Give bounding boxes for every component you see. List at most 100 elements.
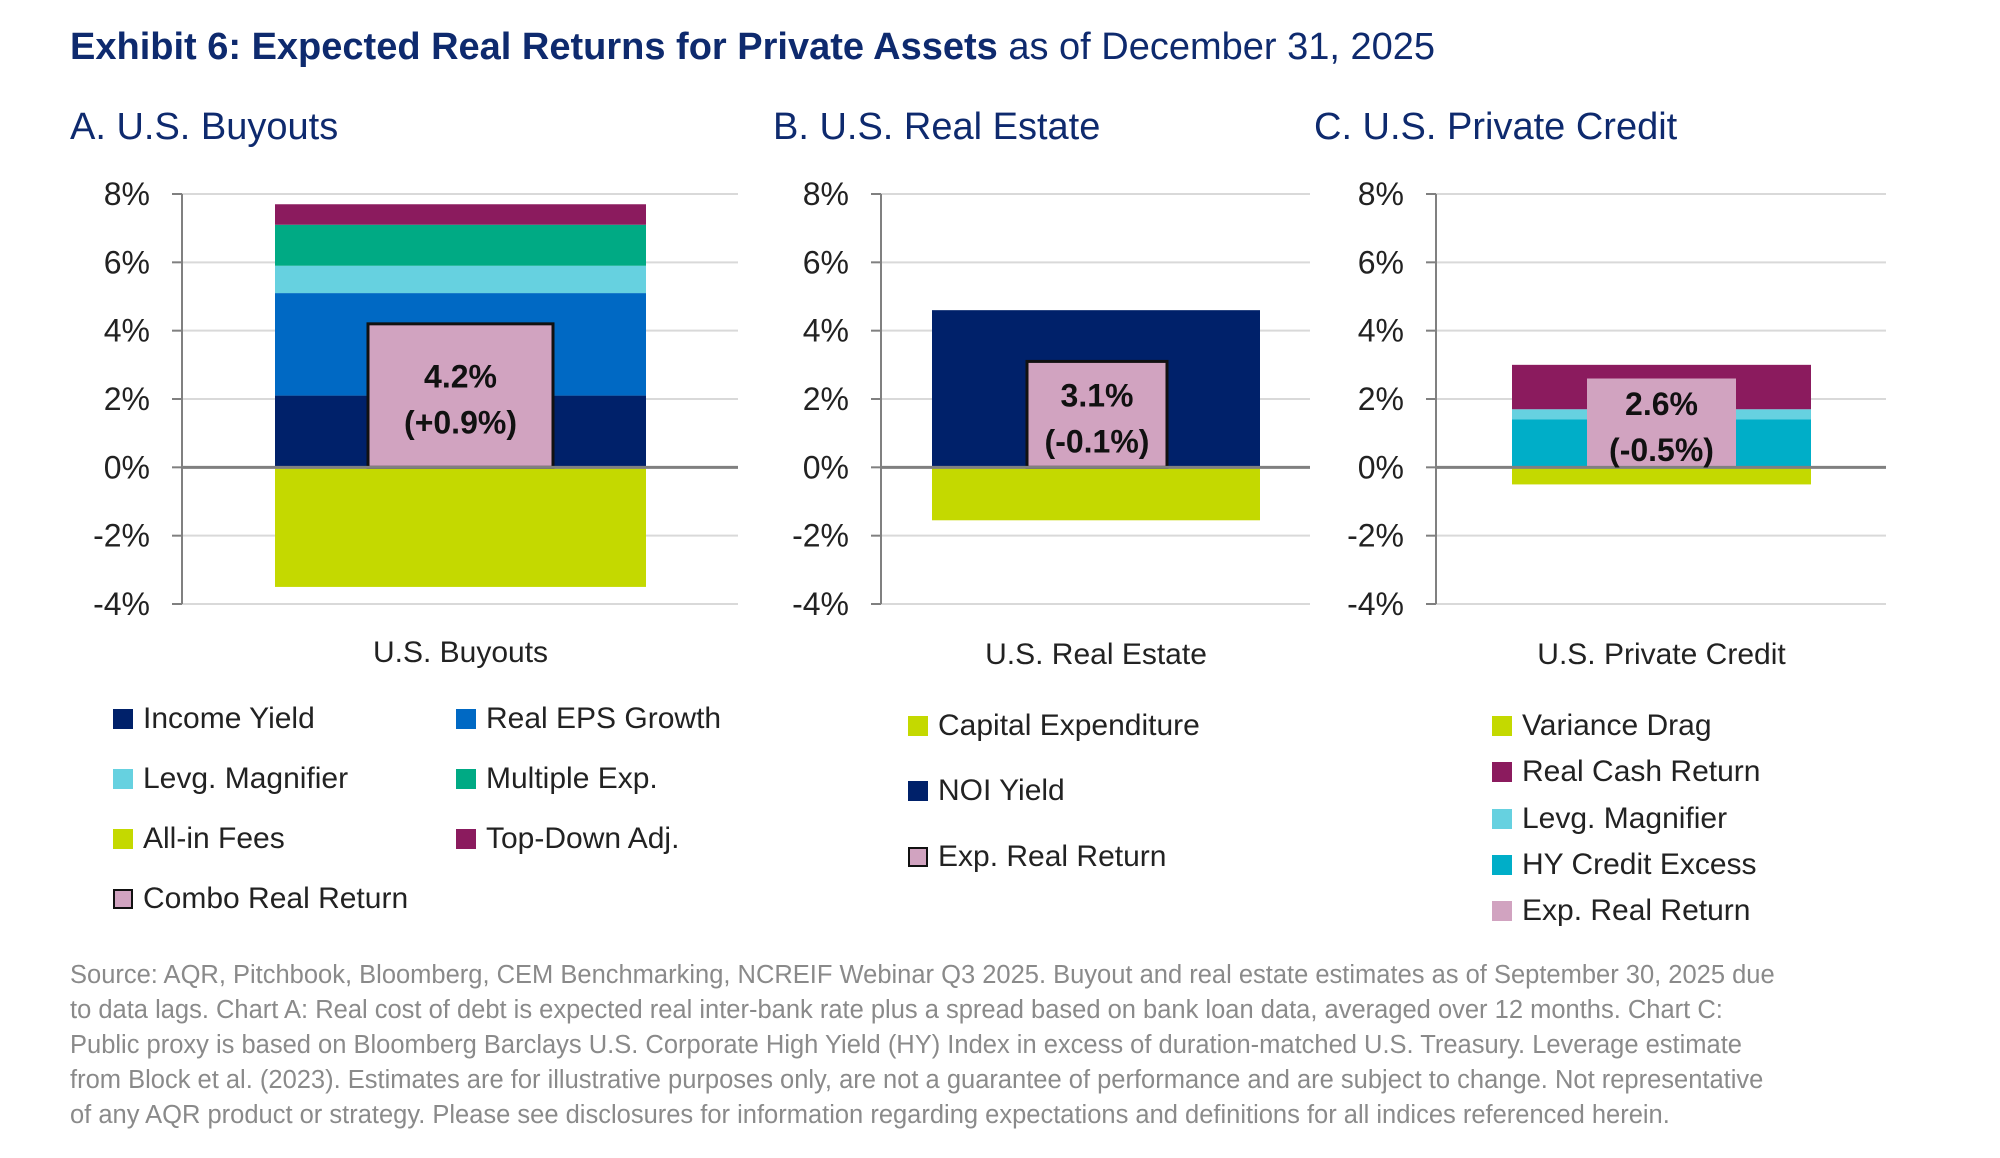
legend-label: Exp. Real Return [938,840,1167,873]
legend-label: Capital Expenditure [938,709,1200,742]
y-tick-label: 0% [1358,449,1404,485]
legend-label: Multiple Exp. [486,762,658,795]
legend-swatch [908,716,928,736]
footnote-line: from Block et al. (2023). Estimates are … [70,1066,1764,1094]
bar-segment-top-down-adj- [275,204,646,225]
legend-item: Real Cash Return [1492,755,1760,789]
total-change-label: (-0.5%) [1609,432,1714,468]
footnote-line: Source: AQR, Pitchbook, Bloomberg, CEM B… [70,961,1775,989]
legend-item: Exp. Real Return [908,840,1166,874]
legend-swatch [1492,809,1512,829]
bar-segment-multiple-exp- [275,224,646,266]
chart-1: -4% -2% 0% 2% 4% 6% 8% 3.1% (-0.1%) U.S. Real Est… [792,176,1310,671]
footnote-line: Public proxy is based on Bloomberg Barcl… [70,1031,1742,1059]
panel-title-c: C. U.S. Private Credit [1314,106,1678,148]
legend-item: All-in Fees [113,822,285,856]
total-value-label: 3.1% [1061,377,1134,413]
legend-swatch [113,889,133,909]
legend-label: HY Credit Excess [1522,848,1757,881]
y-tick-label: 2% [104,381,150,417]
panel-title-b: B. U.S. Real Estate [773,106,1101,148]
legend-swatch [1492,901,1512,921]
bar-segment-variance-drag [1512,467,1811,485]
y-tick-label: 0% [803,449,849,485]
legend-label: Levg. Magnifier [1522,802,1728,835]
y-tick-label: 8% [104,176,150,212]
legend-item: Variance Drag [1492,709,1712,743]
footnote-line: of any AQR product or strategy. Please s… [70,1101,1670,1129]
footnote-line: to data lags. Chart A: Real cost of debt… [70,996,1723,1024]
total-value-label: 2.6% [1625,386,1698,422]
total-return-box [366,322,555,469]
legend-item: Combo Real Return [113,882,408,916]
total-change-label: (+0.9%) [404,405,517,441]
legend-item: HY Credit Excess [1492,848,1757,882]
legend-label: Variance Drag [1522,709,1712,742]
legend-item: Levg. Magnifier [1492,802,1727,836]
legend-label: Top-Down Adj. [486,822,680,855]
legend-item: Levg. Magnifier [113,762,348,796]
legend-swatch [113,709,133,729]
y-tick-label: 6% [104,244,150,280]
title-date: as of December 31, 2025 [997,26,1436,68]
y-tick-label: 8% [1358,176,1404,212]
y-tick-label: 2% [1358,381,1404,417]
legend-label: NOI Yield [938,774,1065,807]
legend-swatch [456,709,476,729]
y-tick-label: 2% [803,381,849,417]
charts-svg: -4%-2%0%2%4%6%8%4.2%(+0.9%)U.S. Buyouts-… [93,176,1886,671]
legend-item: Top-Down Adj. [456,822,679,856]
legend-label: Levg. Magnifier [143,762,349,795]
legend-item: Capital Expenditure [908,709,1200,743]
category-label: U.S. Buyouts [373,636,548,669]
y-tick-label: 8% [803,176,849,212]
legend-swatch [456,829,476,849]
legend-swatch [1492,716,1512,736]
y-tick-label: 6% [1358,244,1404,280]
legend-swatch [908,847,928,867]
legend-swatch [456,769,476,789]
y-tick-label: 4% [104,313,150,349]
category-label: U.S. Private Credit [1537,638,1786,671]
total-return-box [1587,378,1736,468]
y-tick-label: 6% [803,244,849,280]
bar-segment-capital-expenditure [932,467,1260,521]
chart-2: -4% -2% 0% 2% 4% 6% 8% 2.6% (-0.5%) U.S. Private … [1347,176,1886,671]
legend-swatch [1492,762,1512,782]
panel-title-a: A. U.S. Buyouts [70,106,339,148]
legend-label: Real EPS Growth [486,702,722,735]
legend-item: NOI Yield [908,774,1065,808]
footnote: Source: AQR, Pitchbook, Bloomberg, CEM B… [70,958,1775,1133]
legend-item: Income Yield [113,702,315,736]
legend-item: Multiple Exp. [456,762,658,796]
total-change-label: (-0.1%) [1045,423,1150,459]
bar-segment-all-in-fees [275,467,646,587]
legend-label: Real Cash Return [1522,755,1761,788]
legend-swatch [1492,855,1512,875]
total-value-label: 4.2% [424,359,497,395]
y-tick-label: 4% [803,313,849,349]
y-tick-label: 0% [104,449,150,485]
y-tick-label: 4% [1358,313,1404,349]
legend-label: All-in Fees [143,822,285,855]
y-tick-label: -2% [1347,518,1404,554]
legend-label: Income Yield [143,702,315,735]
legend-item: Real EPS Growth [456,702,721,736]
exhibit-title: Exhibit 6: Expected Real Returns for Pri… [70,26,1435,69]
legend-item: Exp. Real Return [1492,894,1750,928]
legend-swatch [113,769,133,789]
legend-swatch [113,829,133,849]
category-label: U.S. Real Estate [985,638,1207,671]
chart-0: -4% -2% 0% 2% 4% 6% 8% 4.2% (+0.9%) U.S. Buyouts [93,176,738,669]
y-tick-label: -2% [93,518,150,554]
y-tick-label: -2% [792,518,849,554]
legend-label: Combo Real Return [143,882,409,915]
y-tick-label: -4% [792,586,849,622]
total-return-box [1025,359,1169,469]
legend-label: Exp. Real Return [1522,894,1751,927]
bar-segment-levg-magnifier [275,265,646,294]
title-bold: Exhibit 6: Expected Real Returns for Pri… [70,26,998,68]
y-tick-label: -4% [1347,586,1404,622]
y-tick-label: -4% [93,586,150,622]
